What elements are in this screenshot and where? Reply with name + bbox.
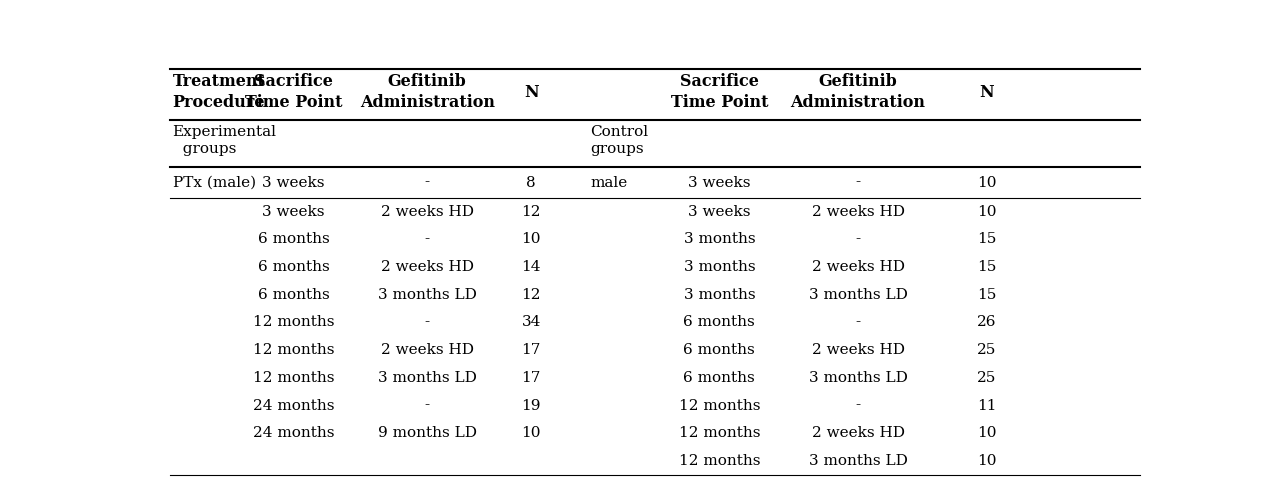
Text: 12 months: 12 months	[679, 426, 760, 440]
Text: 12: 12	[521, 205, 541, 218]
Text: 3 months: 3 months	[684, 232, 755, 246]
Text: 10: 10	[976, 426, 997, 440]
Text: -: -	[855, 176, 860, 189]
Text: 12 months: 12 months	[679, 454, 760, 468]
Text: 3 months LD: 3 months LD	[809, 371, 907, 385]
Text: Sacrifice
Time Point: Sacrifice Time Point	[671, 73, 768, 111]
Text: 3 months LD: 3 months LD	[378, 288, 477, 302]
Text: 3 weeks: 3 weeks	[688, 176, 750, 189]
Text: 9 months LD: 9 months LD	[378, 426, 477, 440]
Text: -: -	[855, 398, 860, 413]
Text: 6 months: 6 months	[684, 343, 755, 357]
Text: Control
groups: Control groups	[590, 125, 649, 156]
Text: 12 months: 12 months	[253, 371, 335, 385]
Text: 2 weeks HD: 2 weeks HD	[812, 426, 905, 440]
Text: 15: 15	[978, 288, 997, 302]
Text: 25: 25	[978, 371, 997, 385]
Text: 11: 11	[976, 398, 997, 413]
Text: 6 months: 6 months	[258, 232, 330, 246]
Text: 2 weeks HD: 2 weeks HD	[381, 260, 474, 274]
Text: PTx (male): PTx (male)	[173, 176, 256, 189]
Text: 10: 10	[521, 426, 541, 440]
Text: 3 months: 3 months	[684, 260, 755, 274]
Text: Experimental
  groups: Experimental groups	[173, 125, 276, 156]
Text: 10: 10	[976, 205, 997, 218]
Text: 12 months: 12 months	[679, 398, 760, 413]
Text: 3 weeks: 3 weeks	[688, 205, 750, 218]
Text: 3 weeks: 3 weeks	[262, 205, 325, 218]
Text: 6 months: 6 months	[258, 288, 330, 302]
Text: 19: 19	[521, 398, 541, 413]
Text: -: -	[424, 316, 429, 329]
Text: -: -	[424, 232, 429, 246]
Text: 2 weeks HD: 2 weeks HD	[812, 260, 905, 274]
Text: 26: 26	[976, 316, 997, 329]
Text: 17: 17	[521, 371, 541, 385]
Text: 12: 12	[521, 288, 541, 302]
Text: -: -	[424, 176, 429, 189]
Text: 15: 15	[978, 260, 997, 274]
Text: 3 weeks: 3 weeks	[262, 176, 325, 189]
Text: 6 months: 6 months	[258, 260, 330, 274]
Text: 12 months: 12 months	[253, 316, 335, 329]
Text: -: -	[855, 316, 860, 329]
Text: 10: 10	[976, 454, 997, 468]
Text: -: -	[424, 398, 429, 413]
Text: Gefitinib
Administration: Gefitinib Administration	[359, 73, 495, 111]
Text: N: N	[979, 84, 994, 101]
Text: 24 months: 24 months	[253, 426, 335, 440]
Text: 3 months LD: 3 months LD	[809, 288, 907, 302]
Text: 2 weeks HD: 2 weeks HD	[381, 205, 474, 218]
Text: 12 months: 12 months	[253, 343, 335, 357]
Text: -: -	[855, 232, 860, 246]
Text: 3 months LD: 3 months LD	[809, 454, 907, 468]
Text: Treatment
Procedure: Treatment Procedure	[173, 73, 266, 111]
Text: 2 weeks HD: 2 weeks HD	[812, 343, 905, 357]
Text: 25: 25	[978, 343, 997, 357]
Text: 34: 34	[521, 316, 541, 329]
Text: 2 weeks HD: 2 weeks HD	[812, 205, 905, 218]
Text: 3 months LD: 3 months LD	[378, 371, 477, 385]
Text: 3 months: 3 months	[684, 288, 755, 302]
Text: 10: 10	[521, 232, 541, 246]
Text: 6 months: 6 months	[684, 371, 755, 385]
Text: male: male	[590, 176, 627, 189]
Text: 10: 10	[976, 176, 997, 189]
Text: 14: 14	[521, 260, 541, 274]
Text: N: N	[524, 84, 538, 101]
Text: 6 months: 6 months	[684, 316, 755, 329]
Text: Gefitinib
Administration: Gefitinib Administration	[791, 73, 925, 111]
Text: 24 months: 24 months	[253, 398, 335, 413]
Text: 2 weeks HD: 2 weeks HD	[381, 343, 474, 357]
Text: 17: 17	[521, 343, 541, 357]
Text: Sacrifice
Time Point: Sacrifice Time Point	[244, 73, 343, 111]
Text: 8: 8	[527, 176, 535, 189]
Text: 15: 15	[978, 232, 997, 246]
